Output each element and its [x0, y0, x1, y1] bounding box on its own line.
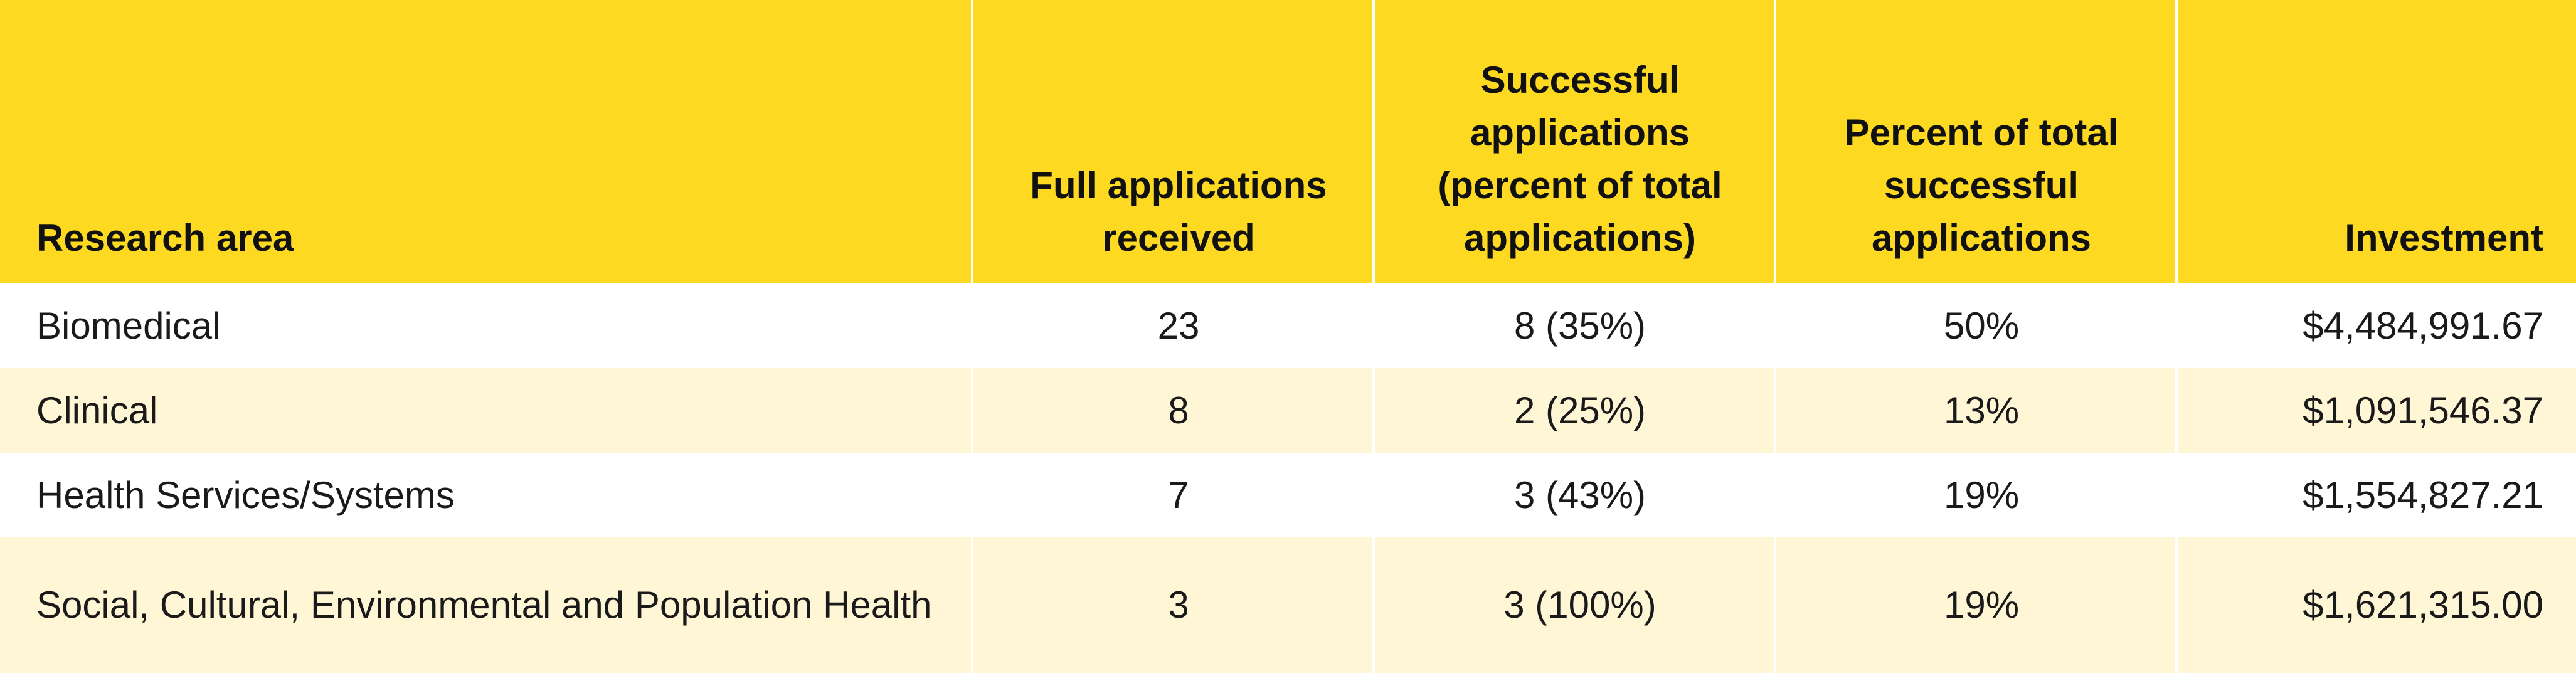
cell-research-area: Clinical [36, 389, 158, 431]
cell-research-area: Biomedical [36, 304, 221, 347]
header-row: Research area Full applications received… [0, 0, 2576, 283]
cell-research-area: Health Services/Systems [36, 473, 455, 516]
header-successful-applications: Successful applications (percent of tota… [1372, 0, 1775, 283]
table-body: Biomedical 23 8 (35%) 50% $4,484,991.67 … [0, 283, 2576, 673]
cell-successful-applications: 2 (25%) [1372, 368, 1775, 453]
header-research-area: Research area [36, 217, 294, 259]
header-full-applications: Full applications received [971, 0, 1374, 283]
cell-investment: $1,091,546.37 [2175, 368, 2576, 453]
table-row: Clinical 8 2 (25%) 13% $1,091,546.37 [0, 368, 2576, 453]
cell-investment: $1,554,827.21 [2175, 453, 2576, 537]
header-investment: Investment [2175, 0, 2576, 283]
cell-full-applications: 8 [971, 368, 1374, 453]
cell-investment: $1,621,315.00 [2175, 537, 2576, 673]
table-row: Social, Cultural, Environmental and Popu… [0, 537, 2576, 673]
table-row: Biomedical 23 8 (35%) 50% $4,484,991.67 [0, 283, 2576, 368]
cell-research-area: Social, Cultural, Environmental and Popu… [36, 584, 932, 626]
cell-successful-applications: 3 (100%) [1372, 537, 1775, 673]
cell-successful-applications: 8 (35%) [1372, 283, 1775, 368]
cell-percent-total: 50% [1774, 283, 2176, 368]
cell-investment: $4,484,991.67 [2175, 283, 2576, 368]
cell-percent-total: 19% [1774, 537, 2176, 673]
cell-successful-applications: 3 (43%) [1372, 453, 1775, 537]
cell-full-applications: 7 [971, 453, 1374, 537]
cell-full-applications: 3 [971, 537, 1374, 673]
header-percent-total-successful: Percent of total successful applications [1774, 0, 2176, 283]
table-row: Health Services/Systems 7 3 (43%) 19% $1… [0, 453, 2576, 537]
cell-percent-total: 13% [1774, 368, 2176, 453]
table-header: Research area Full applications received… [0, 0, 2576, 283]
cell-percent-total: 19% [1774, 453, 2176, 537]
cell-full-applications: 23 [971, 283, 1374, 368]
